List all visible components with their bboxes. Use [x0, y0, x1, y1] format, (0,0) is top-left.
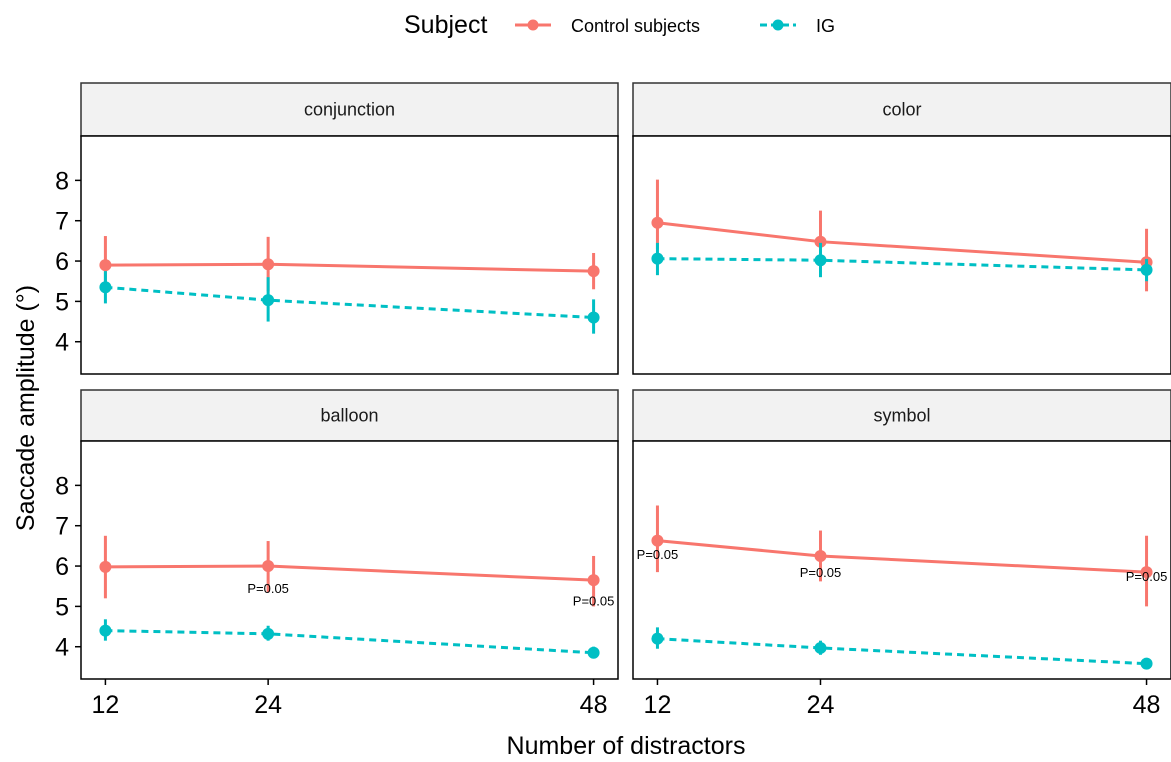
p-value-annotation: P=0.05	[637, 547, 679, 562]
p-value-annotation: P=0.05	[247, 581, 289, 596]
series-ig	[99, 619, 600, 659]
x-tick-label: 12	[644, 691, 672, 719]
data-point	[587, 311, 600, 324]
panel-strip-label: conjunction	[304, 100, 395, 120]
y-tick-label: 7	[55, 513, 69, 541]
panel-balloon: balloon 4 5 6 7 8 12 24 48 P=0.05 P=0.05	[55, 389, 619, 719]
legend-label: Control subjects	[571, 16, 700, 36]
y-tick-label: 6	[55, 553, 69, 581]
panel-plot-area	[632, 135, 1171, 375]
panel-plot-area	[80, 440, 619, 680]
y-tick-label: 8	[55, 167, 69, 195]
data-point	[262, 627, 275, 640]
x-tick-label: 24	[254, 691, 282, 719]
data-point	[587, 574, 600, 587]
y-tick-label: 5	[55, 288, 69, 316]
data-point	[1140, 657, 1153, 670]
panel-strip	[632, 82, 1171, 137]
data-point	[587, 646, 600, 659]
data-point	[99, 281, 112, 294]
x-tick-label: 12	[92, 691, 120, 719]
series-ig	[651, 242, 1153, 282]
panel-strip-label: color	[882, 100, 921, 120]
data-point	[262, 560, 275, 573]
legend-title: Subject	[404, 11, 487, 39]
data-point	[651, 216, 664, 229]
panel-conjunction: conjunction 4 5 6 7 8	[55, 82, 619, 375]
x-tick-label: 24	[807, 691, 835, 719]
data-point	[814, 641, 827, 654]
axes: Number of distractors Saccade amplitude (…	[12, 285, 745, 760]
data-point	[262, 258, 275, 271]
y-tick-label: 4	[55, 634, 69, 662]
data-point	[651, 632, 664, 645]
series-ig	[651, 627, 1153, 670]
legend-key-point	[772, 19, 784, 31]
series-line	[657, 637, 1147, 666]
data-point	[651, 252, 664, 265]
panel-strip-label: balloon	[320, 406, 378, 426]
data-point	[814, 235, 827, 248]
panel-color: color	[632, 82, 1171, 375]
panel-symbol: symbol 12 24 48 P=0.05 P=0.05 P=0.05	[632, 389, 1171, 719]
series-line	[657, 257, 1147, 272]
panel-strip	[80, 389, 619, 442]
x-tick-label: 48	[1133, 691, 1161, 719]
series-ig	[99, 271, 600, 334]
data-point	[1140, 263, 1153, 276]
legend-entry: IG	[760, 16, 835, 36]
y-tick-label: 7	[55, 208, 69, 236]
y-tick-label: 8	[55, 472, 69, 500]
data-point	[814, 254, 827, 267]
data-point	[587, 265, 600, 278]
y-axis-title: Saccade amplitude (°)	[12, 285, 40, 531]
panel-strip-label: symbol	[873, 406, 930, 426]
panel-strip	[80, 82, 619, 137]
series-control-subjects	[651, 505, 1153, 607]
y-tick-label: 6	[55, 248, 69, 276]
data-point	[651, 534, 664, 547]
data-point	[814, 549, 827, 562]
data-point	[99, 560, 112, 573]
y-tick-label: 5	[55, 593, 69, 621]
x-axis-title: Number of distractors	[507, 732, 746, 760]
panel-plot-area	[80, 135, 619, 375]
y-tick-label: 4	[55, 329, 69, 357]
panels: conjunction 4 5 6 7 8 color balloon 4 5 6 7 8 12 24 48 P…	[55, 82, 1171, 719]
series-control-subjects	[99, 236, 600, 294]
data-point	[1140, 566, 1153, 579]
x-tick-label: 48	[580, 691, 608, 719]
data-point	[99, 624, 112, 637]
data-point	[99, 259, 112, 272]
legend-label: IG	[816, 16, 835, 36]
series-control-subjects	[99, 535, 600, 607]
legend-entry: Control subjects	[515, 16, 700, 36]
legend-key-point	[527, 19, 539, 31]
p-value-annotation: P=0.05	[573, 593, 615, 608]
data-point	[262, 294, 275, 307]
p-value-annotation: P=0.05	[1126, 569, 1168, 584]
legend: Subject Control subjects IG	[404, 11, 835, 39]
p-value-annotation: P=0.05	[800, 565, 842, 580]
series-line	[105, 285, 594, 320]
